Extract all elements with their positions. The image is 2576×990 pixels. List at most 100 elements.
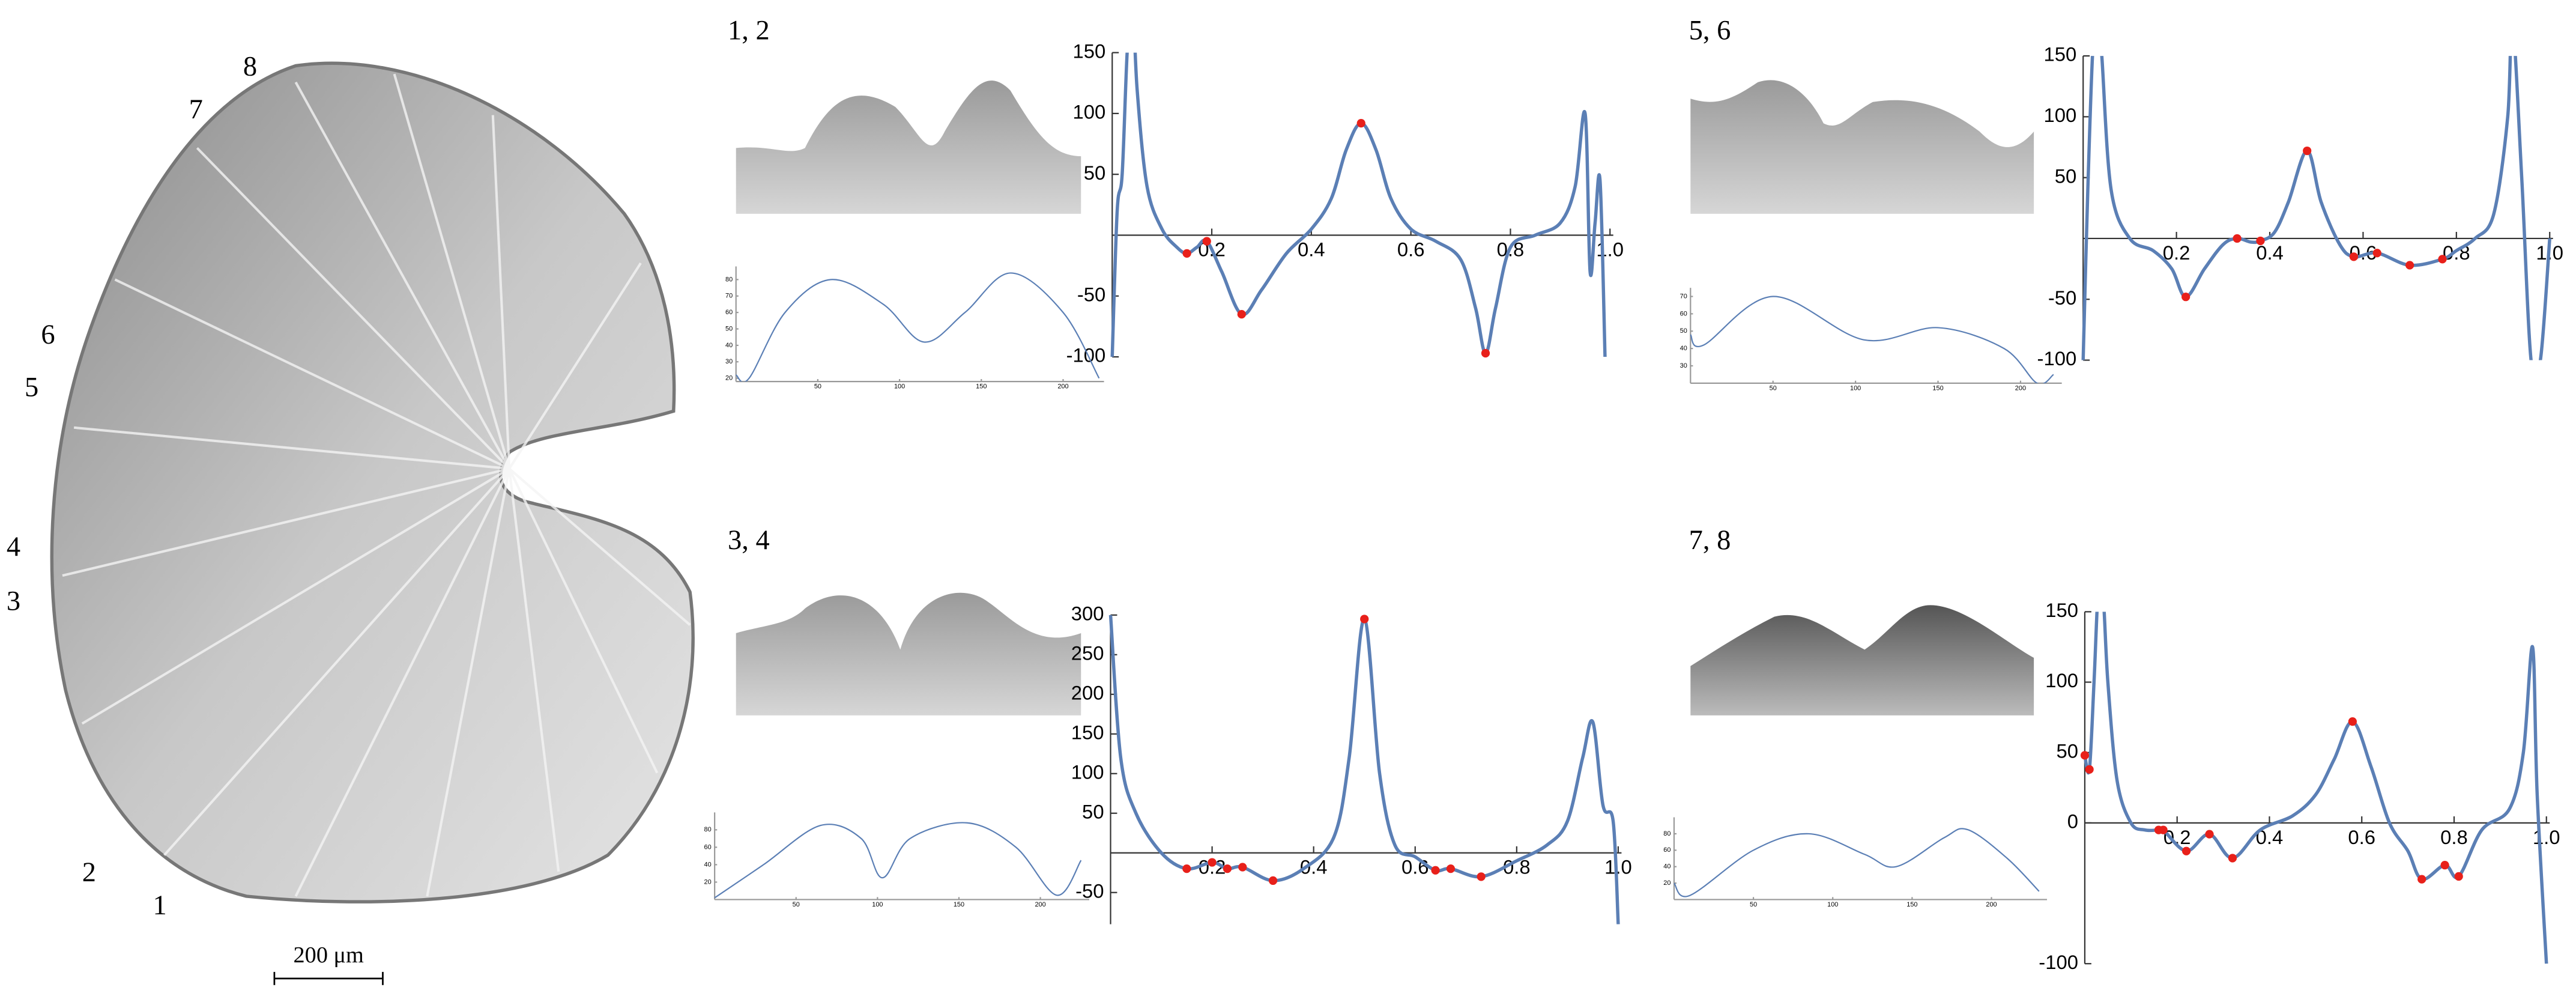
y-tick-label: 50: [2055, 165, 2077, 187]
shell: [50, 61, 695, 903]
marker: 1: [153, 890, 166, 921]
y-tick-label: 50: [725, 325, 733, 332]
marker: 2: [82, 857, 96, 888]
y-tick-label: 40: [704, 861, 712, 868]
data-point: [2181, 293, 2191, 302]
y-tick-label: 80: [704, 826, 712, 833]
y-tick-label: 80: [1663, 830, 1670, 837]
y-tick-label: 70: [1680, 293, 1687, 300]
data-point: [2256, 236, 2265, 246]
data-point: [1238, 863, 1247, 872]
y-tick-label: 100: [2045, 669, 2078, 691]
data-point: [2349, 252, 2358, 261]
chart: 50 100 150 200 20 40 60 80: [704, 812, 1089, 908]
data-point: [2417, 875, 2426, 884]
y-tick-label: 300: [1071, 603, 1104, 625]
x-tick-label: 50: [814, 383, 821, 390]
data-point: [1446, 864, 1456, 873]
data-point: [2440, 861, 2449, 870]
data-line: [736, 272, 1100, 382]
x-tick-label: 0.6: [2348, 826, 2375, 848]
shell-image: [50, 61, 695, 903]
x-tick-label: 1.0: [1596, 238, 1624, 260]
data-point: [2228, 854, 2237, 863]
data-line: [1673, 828, 2040, 897]
x-tick-label: 200: [2015, 384, 2026, 392]
x-tick-label: 150: [976, 383, 987, 390]
y-tick-label: 150: [2043, 43, 2076, 65]
y-tick-label: 60: [725, 309, 733, 316]
panel-label: 7, 8: [1689, 525, 1731, 556]
data-point: [2181, 846, 2191, 855]
x-tick-label: 150: [954, 901, 964, 908]
y-tick-label: 50: [1680, 327, 1687, 335]
x-tick-label: 0.6: [1401, 856, 1429, 878]
y-tick-label: 0: [2067, 810, 2078, 833]
x-tick-label: 0.6: [1397, 238, 1425, 260]
marker: 8: [243, 52, 257, 82]
y-tick-label: 60: [1663, 846, 1670, 854]
x-tick-label: 0.4: [1298, 238, 1325, 260]
data-point: [1182, 864, 1191, 873]
x-tick-label: 150: [1932, 384, 1943, 392]
y-tick-label: 40: [1680, 345, 1687, 352]
shell-ribs: [62, 73, 691, 897]
y-tick-label: -50: [2048, 287, 2076, 309]
data-point: [2085, 765, 2094, 774]
crenulation-image: [736, 80, 1081, 214]
x-tick-label: 1.0: [2533, 826, 2560, 848]
y-tick-label: 150: [2045, 599, 2078, 621]
x-tick-label: 150: [1906, 901, 1917, 908]
y-tick-label: 70: [725, 293, 733, 300]
data-point: [2233, 234, 2242, 243]
data-point: [1223, 864, 1232, 873]
data-point: [1237, 310, 1246, 319]
y-tick-label: 150: [1073, 40, 1106, 62]
data-point: [2454, 872, 2463, 881]
chart: 50 100 150 200 20 40 60 80: [1663, 817, 2048, 908]
y-tick-label: 30: [1680, 362, 1687, 369]
panel-label: 5, 6: [1689, 15, 1731, 46]
scale-bar-label: 200 μm: [294, 943, 364, 968]
x-tick-label: 0.2: [2163, 241, 2191, 264]
y-tick-label: -100: [1066, 344, 1106, 366]
crenulation-image: [1690, 605, 2034, 715]
y-tick-label: 40: [1663, 863, 1670, 870]
y-tick-label: 40: [725, 342, 733, 349]
data-line: [1690, 296, 2054, 383]
data-point: [2438, 255, 2447, 264]
crenulation-image: [1690, 80, 2034, 214]
y-tick-label: 150: [1071, 721, 1104, 743]
data-point: [2205, 830, 2214, 839]
y-tick-label: 50: [1082, 800, 1104, 822]
marker: 6: [41, 320, 55, 350]
data-point: [1356, 118, 1365, 128]
marker: 5: [25, 372, 38, 402]
data-point: [2303, 146, 2312, 156]
y-tick-label: 100: [1073, 101, 1106, 123]
x-tick-label: 100: [1827, 901, 1838, 908]
y-tick-label: -100: [2037, 347, 2077, 369]
data-point: [1268, 876, 1278, 885]
y-tick-label: 60: [704, 843, 712, 851]
data-line: [1108, 615, 1620, 925]
x-tick-label: 200: [1986, 901, 1997, 908]
y-tick-label: 60: [1680, 310, 1687, 317]
data-point: [1481, 348, 1490, 358]
marker: 7: [189, 94, 203, 125]
marker: 3: [7, 586, 20, 616]
data-point: [2348, 717, 2357, 726]
data-point: [1202, 237, 1211, 246]
x-tick-label: 0.8: [2440, 826, 2468, 848]
y-tick-label: 20: [704, 878, 712, 885]
data-line: [2083, 612, 2548, 964]
y-tick-label: 30: [725, 358, 733, 365]
x-tick-label: 200: [1057, 383, 1068, 390]
y-tick-label: 20: [725, 375, 733, 382]
y-tick-label: -50: [1077, 283, 1105, 305]
x-tick-label: 1.0: [1604, 856, 1632, 878]
